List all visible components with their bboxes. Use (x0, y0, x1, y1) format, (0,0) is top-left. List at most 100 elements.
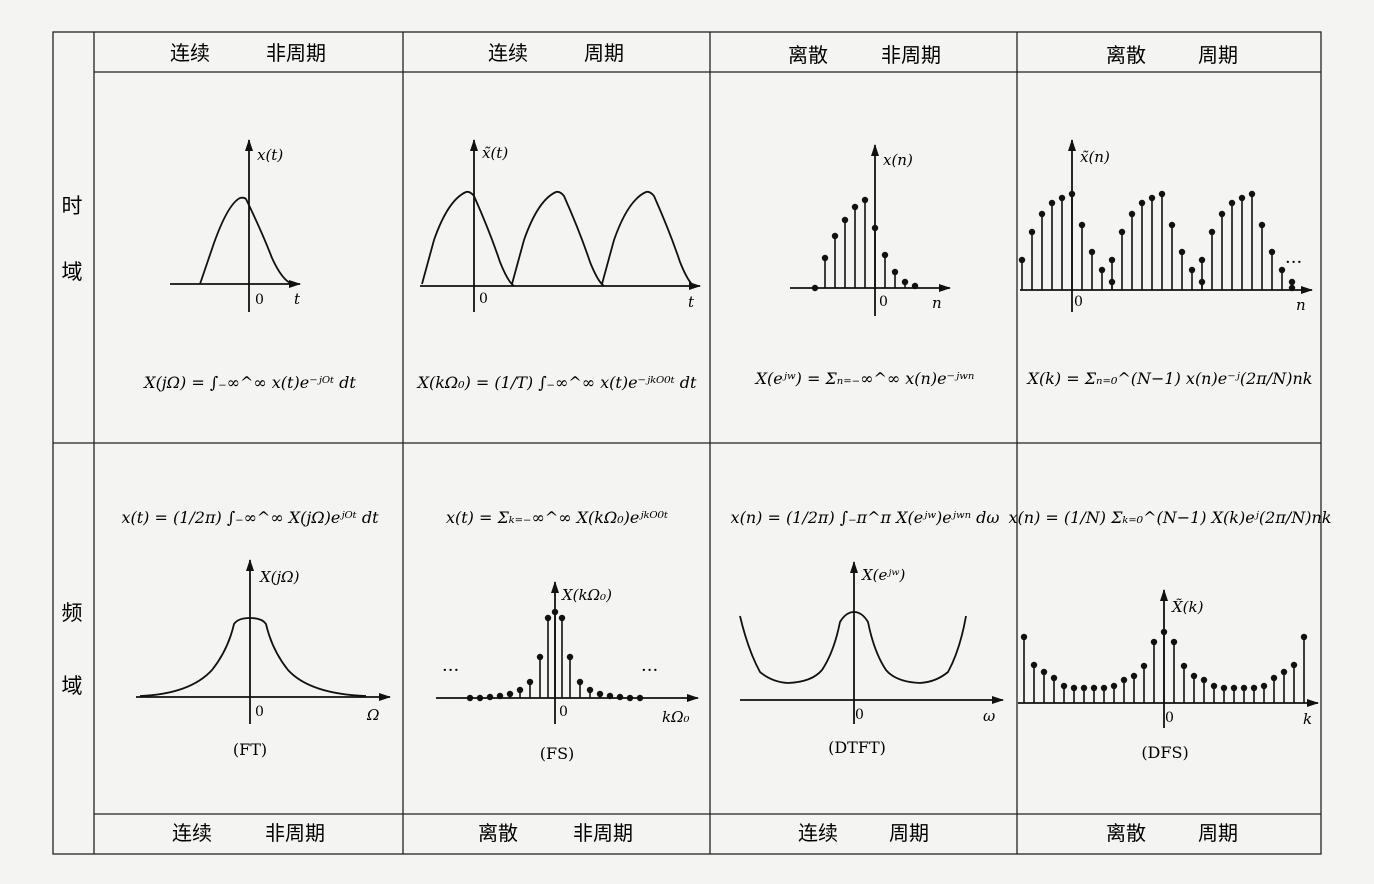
stem-dot (1098, 266, 1106, 274)
header-bottom-1-period: 非周期 (265, 821, 325, 845)
plot-xtilde-t-ylabel: x̃(t) (482, 144, 508, 162)
stem-dot (596, 690, 604, 698)
stem-dot (1040, 668, 1048, 676)
stem-dot (881, 251, 889, 259)
plot-X-kOmega0-ylabel: X(kΩ₀) (561, 586, 612, 604)
stem-dot (1050, 674, 1058, 682)
stem-dot (1178, 248, 1186, 256)
stem-dot (466, 694, 474, 702)
table-grid (52, 31, 1322, 855)
stem-dot (1138, 199, 1146, 207)
plot-x-n-xlabel: n (932, 294, 942, 312)
stem-dot (1090, 684, 1098, 692)
stems-Xtilde-k (1020, 628, 1308, 703)
stem-dot (1100, 684, 1108, 692)
stem-dot (1068, 190, 1076, 198)
stem-dot (1190, 672, 1198, 680)
stem-dot (1028, 228, 1036, 236)
stem-dot (1228, 199, 1236, 207)
stem-dot (476, 694, 484, 702)
row-label-freq-1: 频 (62, 601, 83, 625)
header-bottom-4-domain: 离散 (1106, 821, 1146, 845)
formula-time-4: X(k) = Σₙ₌₀^(N−1) x(n)e⁻ʲ(2π/N)nk (1026, 369, 1313, 388)
stem-dot (811, 284, 819, 292)
stem-dot (1268, 248, 1276, 256)
plot-xtilde-n-origin: 0 (1074, 294, 1083, 310)
stem-dot (1168, 221, 1176, 229)
plot-X-jOmega-xlabel: Ω (366, 706, 379, 724)
stem-dot (606, 692, 614, 700)
plot-x-n-ylabel: x(n) (883, 151, 913, 169)
stem-dot (901, 278, 909, 286)
stem-dot (1080, 684, 1088, 692)
formula-time-2: X(kΩ₀) = (1/T) ∫₋∞^∞ x(t)e⁻ʲᵏᴼ⁰ᵗ dt (416, 373, 697, 392)
stem-dot (1270, 674, 1278, 682)
plot-x-t (170, 139, 301, 312)
plot-X-ejw-ylabel: X(eʲʷ) (861, 566, 905, 584)
plot-xtilde-n-ellipsis: ··· (1285, 252, 1302, 273)
formula-freq-3: x(n) = (1/2π) ∫₋π^π X(eʲʷ)eʲʷⁿ dω (731, 508, 1000, 527)
stem-dot (526, 678, 534, 686)
stem-dot (576, 678, 584, 686)
period-2 (511, 190, 605, 287)
spectrum-curve (139, 617, 367, 697)
stems-xtilde-n (1018, 190, 1296, 292)
stem-dot (1020, 633, 1028, 641)
period-3 (601, 190, 695, 287)
stem-dot (626, 694, 634, 702)
stem-dot (1300, 633, 1308, 641)
stem-dot (1160, 628, 1168, 636)
stem-dot (1250, 684, 1258, 692)
spectrum-curve (739, 611, 967, 684)
stem-dot (1130, 672, 1138, 680)
stem-dot (1120, 676, 1128, 684)
header-bottom-3-domain: 连续 (798, 821, 838, 845)
stem-dot (1128, 210, 1136, 218)
formula-freq-2: x(t) = Σₖ₌₋∞^∞ X(kΩ₀)eʲᵏᴼ⁰ᵗ (446, 508, 668, 527)
stem-dot (496, 692, 504, 700)
header-top-1-domain: 连续 (170, 41, 210, 65)
stem-dot (841, 216, 849, 224)
stem-dot (1240, 684, 1248, 692)
plot-Xtilde-k-xlabel: k (1303, 710, 1312, 728)
stem-dot (831, 232, 839, 240)
stem-dot (1278, 266, 1286, 274)
row-label-time-2: 域 (62, 260, 83, 284)
stem-dot (821, 254, 829, 262)
stem-dot (1188, 266, 1196, 274)
stem-dot (911, 282, 919, 290)
stem-dot (851, 203, 859, 211)
stem-dot (1198, 256, 1206, 264)
stem-dot (1248, 190, 1256, 198)
formula-freq-1: x(t) = (1/2π) ∫₋∞^∞ X(jΩ)eʲᴼᵗ dt (121, 508, 379, 527)
stem-dot (1088, 248, 1096, 256)
stem-dot (1148, 194, 1156, 202)
stem-dot (1038, 210, 1046, 218)
stem-dot (871, 224, 879, 232)
stem-dot (1260, 682, 1268, 690)
plot-X-kOmega0-origin: 0 (559, 704, 568, 720)
stem-dot (558, 614, 566, 622)
caption-ft: (FT) (233, 740, 267, 759)
header-bottom-2-period: 非周期 (573, 821, 633, 845)
stem-dot (1110, 682, 1118, 690)
stem-dot (1288, 284, 1296, 292)
plot-xtilde-t-origin: 0 (479, 291, 488, 307)
plot-X-ejw-xlabel: ω (983, 707, 995, 725)
plot-X-kOmega0-xlabel: kΩ₀ (662, 708, 690, 726)
plot-X-ejw (739, 561, 1004, 724)
stem-dot (536, 653, 544, 661)
plot-x-t-xlabel: t (294, 290, 301, 308)
formula-time-3: X(eʲʷ) = Σₙ₌₋∞^∞ x(n)e⁻ʲʷⁿ (754, 369, 975, 388)
caption-dfs: (DFS) (1141, 743, 1188, 762)
stem-dot (616, 693, 624, 701)
stem-dot (1180, 662, 1188, 670)
header-top-4-period: 周期 (1198, 43, 1238, 67)
header-bottom-1-domain: 连续 (172, 821, 212, 845)
header-top-1-period: 非周期 (266, 41, 326, 65)
stem-dot (891, 268, 899, 276)
formula-time-1: X(jΩ) = ∫₋∞^∞ x(t)e⁻ʲᴼᵗ dt (142, 373, 356, 392)
stem-dot (506, 690, 514, 698)
stems-x-n (811, 196, 919, 292)
stem-dot (1048, 199, 1056, 207)
